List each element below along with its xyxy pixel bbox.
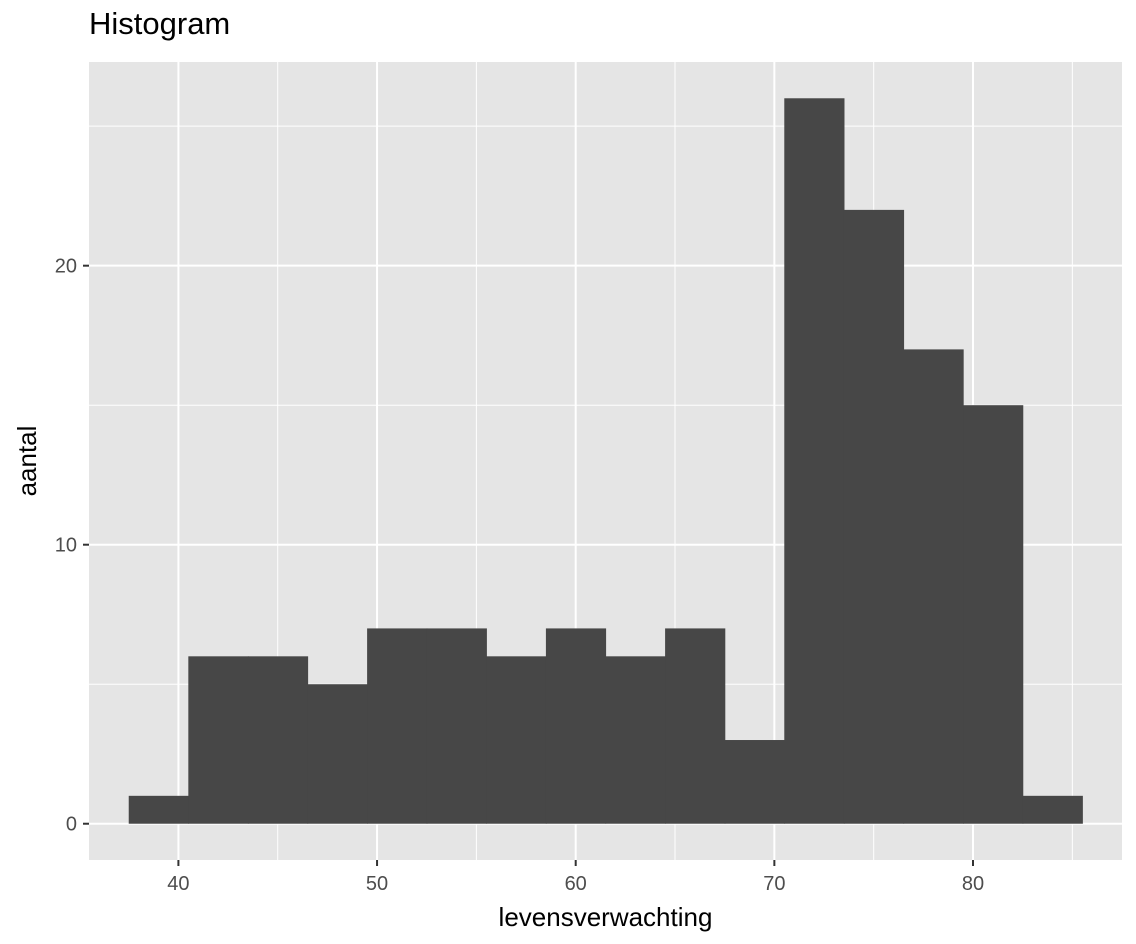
histogram-bar — [545, 628, 607, 824]
histogram-bar — [843, 209, 905, 824]
x-tick-label: 80 — [962, 873, 984, 895]
histogram-bar — [486, 656, 547, 824]
histogram-bar — [188, 656, 249, 824]
histogram-bar — [247, 656, 309, 824]
histogram-bar — [784, 98, 845, 824]
histogram-bar — [307, 684, 368, 824]
histogram-bar — [1022, 795, 1083, 824]
bars — [128, 98, 1083, 824]
y-axis-title: aantal — [12, 426, 42, 497]
x-axis-title: levensverwachting — [499, 902, 713, 932]
histogram-bar — [605, 656, 666, 824]
histogram-bar — [426, 628, 487, 824]
y-tick-label: 10 — [55, 535, 77, 557]
histogram-bar — [963, 405, 1024, 824]
x-tick-label: 60 — [565, 873, 587, 895]
histogram-bar — [903, 349, 964, 824]
histogram-bar — [128, 795, 189, 824]
y-tick-label: 0 — [66, 814, 77, 836]
x-tick-label: 40 — [167, 873, 189, 895]
y-tick-label: 20 — [55, 256, 77, 278]
histogram-bar — [724, 740, 785, 824]
y-axis: 0 10 20 — [55, 256, 89, 836]
histogram-bar — [665, 628, 726, 824]
x-tick-label: 70 — [763, 873, 785, 895]
x-axis: 40 50 60 70 80 — [167, 860, 984, 895]
chart-title: Histogram — [89, 6, 231, 41]
x-tick-label: 50 — [366, 873, 388, 895]
histogram-bar — [367, 628, 428, 824]
grid-major — [89, 62, 1122, 860]
